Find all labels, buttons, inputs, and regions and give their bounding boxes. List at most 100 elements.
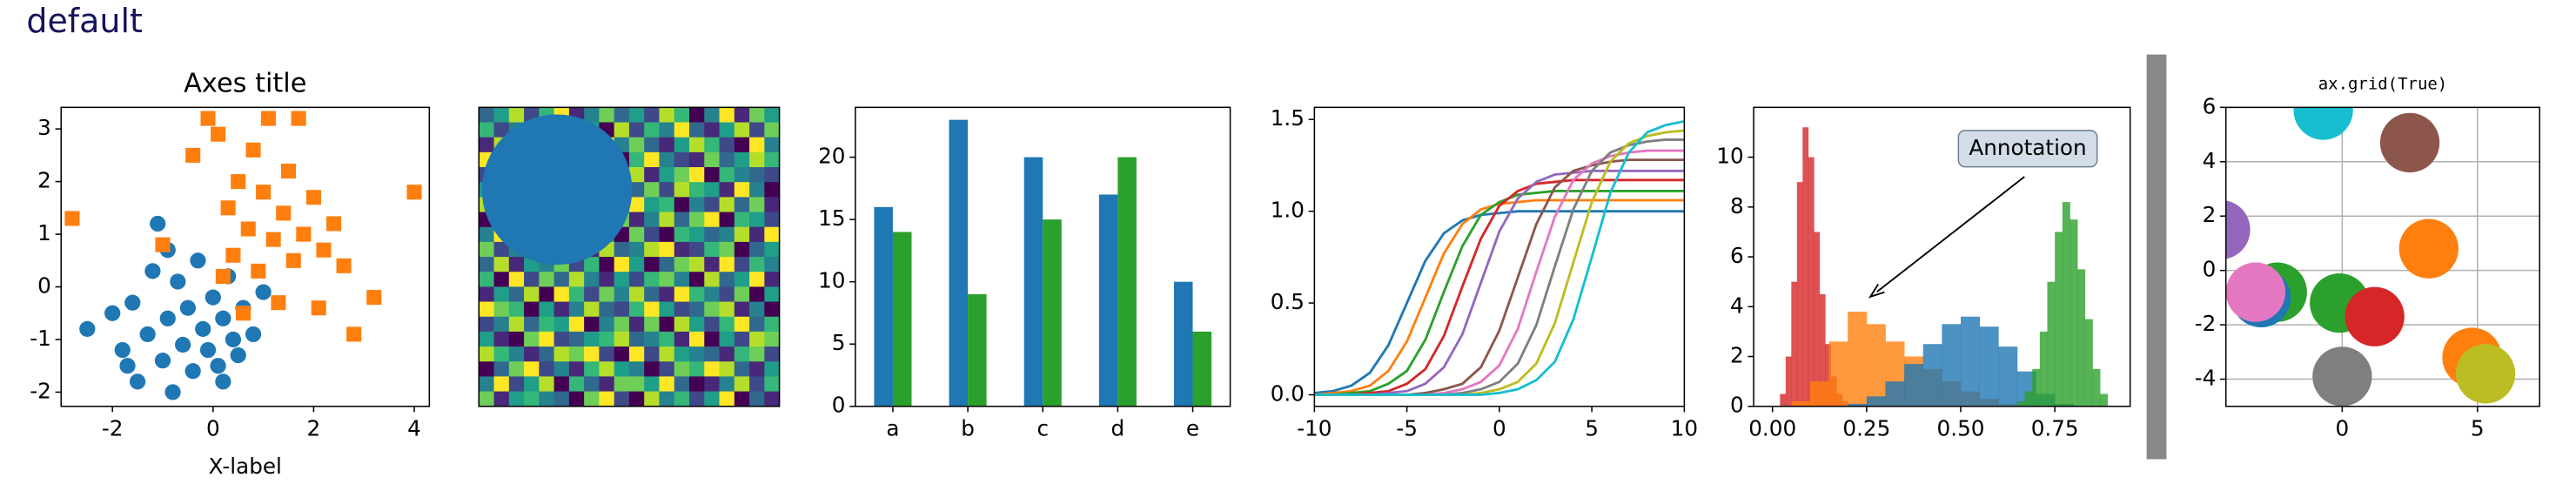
image-pixel xyxy=(674,257,690,272)
image-pixel xyxy=(524,286,540,303)
image-pixel xyxy=(644,286,661,303)
image-pixel xyxy=(674,212,690,228)
image-pixel xyxy=(719,331,735,347)
image-pixel xyxy=(539,301,555,318)
image-pixel xyxy=(689,226,705,243)
image-pixel xyxy=(749,151,765,168)
image-pixel xyxy=(764,272,780,287)
image-pixel xyxy=(479,272,495,287)
bar xyxy=(874,206,893,407)
image-pixel xyxy=(644,331,661,347)
image-pixel xyxy=(749,122,765,138)
x-tick-label: 2 xyxy=(307,415,321,441)
image-pixel xyxy=(749,301,765,318)
image-pixel xyxy=(764,226,780,243)
image-pixel xyxy=(479,301,495,318)
y-tick-label: 0.0 xyxy=(1271,380,1305,406)
hist-bar xyxy=(1791,281,1798,407)
image-pixel xyxy=(628,272,645,287)
image-pixel xyxy=(599,391,615,407)
image-pixel xyxy=(584,316,600,333)
image-pixel xyxy=(764,376,780,393)
scatter-point xyxy=(144,263,161,279)
x-tick-label: -5 xyxy=(1396,415,1418,441)
axes-title: Axes title xyxy=(184,68,306,98)
scatter-point xyxy=(210,358,226,374)
line xyxy=(1314,138,1685,396)
image-pixel xyxy=(704,331,721,347)
image-pixel xyxy=(734,197,750,213)
image-pixel xyxy=(539,346,555,362)
image-pixel xyxy=(749,167,765,183)
y-tick-label: 0 xyxy=(37,273,51,299)
bar xyxy=(1192,331,1212,407)
image-pixel xyxy=(553,346,570,362)
scatter-point xyxy=(179,299,197,316)
image-pixel xyxy=(674,301,690,318)
image-pixel xyxy=(734,151,750,168)
image-pixel xyxy=(524,272,540,287)
scatter-point xyxy=(129,373,146,390)
scatter-point xyxy=(346,326,362,342)
image-pixel xyxy=(568,376,585,393)
image-pixel xyxy=(479,241,495,258)
image-pixel xyxy=(764,241,780,258)
y-tick-label: 5 xyxy=(832,330,846,355)
image-pixel xyxy=(644,301,661,318)
image-pixel xyxy=(628,122,645,138)
image-pixel xyxy=(704,346,721,362)
figure-title: default xyxy=(26,2,143,40)
x-tick-label: 0.50 xyxy=(1937,415,1985,441)
image-pixel xyxy=(584,286,600,303)
scatter-point xyxy=(235,306,252,321)
x-tick-label: -10 xyxy=(1297,415,1332,441)
scatter-point xyxy=(184,363,201,380)
y-tick-label: 0 xyxy=(832,393,846,418)
image-pixel xyxy=(568,331,585,347)
y-tick-label: 6 xyxy=(1730,243,1744,268)
image-pixel xyxy=(493,331,510,347)
image-pixel xyxy=(628,151,645,168)
y-tick-label: 8 xyxy=(1730,193,1744,219)
line xyxy=(1314,210,1685,394)
scatter-point xyxy=(245,326,262,343)
scatter-point xyxy=(215,373,231,390)
image-pixel xyxy=(719,182,735,198)
annotation-text: Annotation xyxy=(1969,135,2086,160)
image-pixel xyxy=(689,197,705,213)
image-pixel xyxy=(493,286,510,303)
image-pixel xyxy=(659,197,675,213)
image-pixel xyxy=(659,361,675,377)
image-pixel xyxy=(614,257,630,272)
hist-bar xyxy=(2092,368,2101,407)
scatter-point xyxy=(114,341,131,359)
image-pixel xyxy=(734,167,750,183)
image-pixel xyxy=(674,226,690,243)
x-tick-label: -2 xyxy=(102,415,124,441)
image-pixel xyxy=(644,107,661,124)
image-pixel xyxy=(689,137,705,153)
image-pixel xyxy=(734,241,750,258)
image-pixel xyxy=(493,107,510,124)
image-pixel xyxy=(644,226,661,243)
image-pixel xyxy=(628,241,645,258)
image-pixel xyxy=(553,286,570,303)
image-pixel xyxy=(704,197,721,213)
image-pixel xyxy=(644,361,661,377)
scatter-point xyxy=(2312,346,2372,407)
image-pixel xyxy=(584,376,600,393)
image-pixel xyxy=(508,391,525,407)
image-pixel xyxy=(719,241,735,258)
image-pixel xyxy=(568,272,585,287)
scatter-point xyxy=(154,353,171,369)
image-pixel xyxy=(659,301,675,318)
image-pixel xyxy=(764,391,780,407)
image-pixel xyxy=(764,137,780,153)
image-pixel xyxy=(749,107,765,124)
image-pixel xyxy=(659,376,675,393)
image-pixel xyxy=(659,167,675,183)
scatter-point xyxy=(215,310,231,326)
image-pixel xyxy=(764,197,780,213)
image-pixel xyxy=(539,391,555,407)
image-pixel xyxy=(644,257,661,272)
